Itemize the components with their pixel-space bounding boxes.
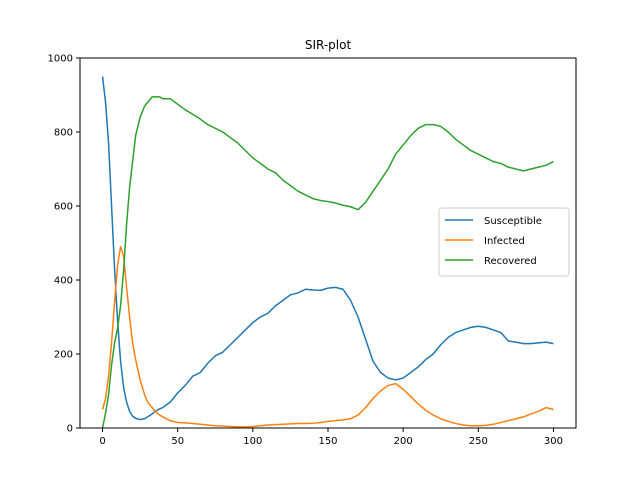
y-tick-label: 1000 xyxy=(48,54,73,65)
x-tick-label: 50 xyxy=(171,436,184,447)
legend-label-susceptible: Susceptible xyxy=(484,216,542,227)
y-tick-label: 800 xyxy=(54,128,73,139)
y-tick-label: 400 xyxy=(54,276,73,287)
legend-label-recovered: Recovered xyxy=(484,256,537,267)
series-layer xyxy=(101,76,554,429)
y-tick-label: 600 xyxy=(54,202,73,213)
series-line-susceptible xyxy=(101,76,554,421)
y-axis: 0 200 400 600 800 1000 xyxy=(48,54,80,435)
chart-title: SIR-plot xyxy=(305,38,352,52)
legend-box xyxy=(438,207,570,277)
y-tick-label: 0 xyxy=(67,424,73,435)
x-tick-label: 100 xyxy=(243,436,262,447)
series-line-infected xyxy=(101,245,554,428)
x-tick-label: 200 xyxy=(394,436,413,447)
x-tick-label: 300 xyxy=(544,436,563,447)
y-tick-label: 200 xyxy=(54,350,73,361)
x-tick-label: 250 xyxy=(469,436,488,447)
legend: Susceptible Infected Recovered xyxy=(438,207,570,277)
series-line-recovered xyxy=(101,96,554,429)
legend-label-infected: Infected xyxy=(484,236,525,247)
x-tick-label: 150 xyxy=(318,436,337,447)
x-axis: 0 50 100 150 200 250 300 xyxy=(99,428,563,447)
x-tick-label: 0 xyxy=(99,436,105,447)
